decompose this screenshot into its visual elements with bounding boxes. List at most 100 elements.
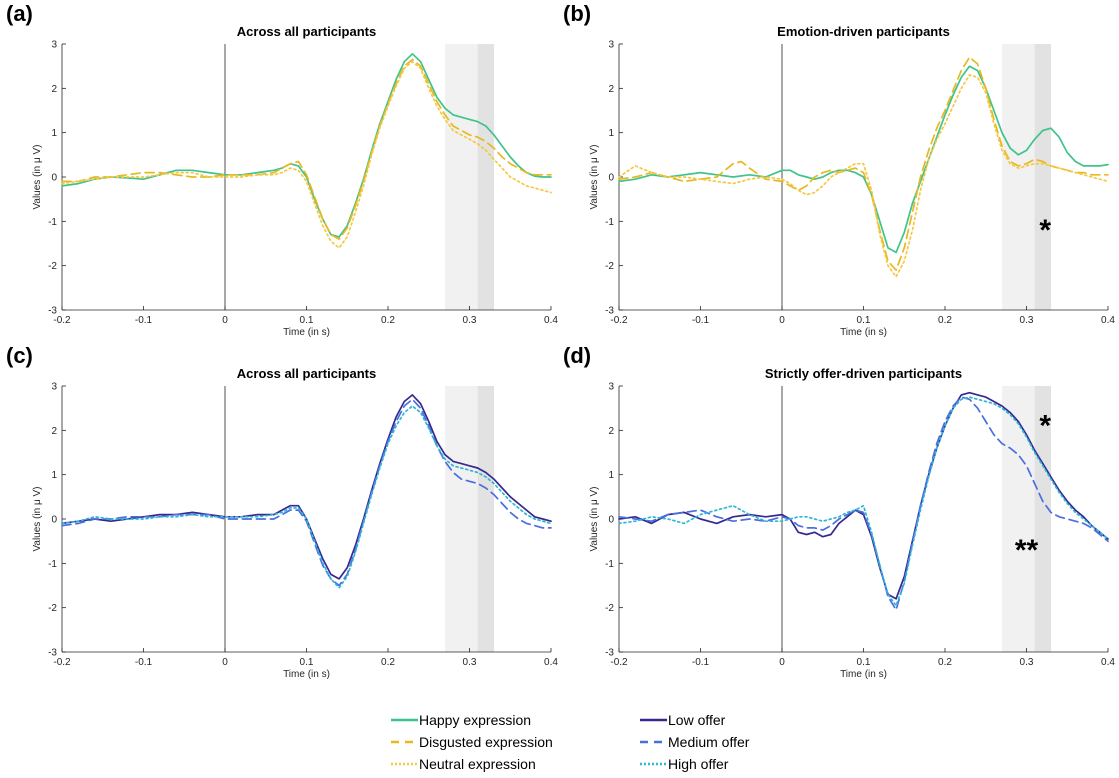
peak-window [1034, 386, 1051, 652]
x-tick-label: -0.1 [135, 657, 153, 668]
x-tick-label: 0.3 [463, 657, 477, 668]
panel-2: -0.2 -0.1 0 0.1 0.2 0.3 0.4 -3 -2 -1 0 1 2 3 Time (in … [6, 343, 558, 680]
x-tick-label: 0.3 [1020, 315, 1034, 326]
panels: -0.2 -0.1 0 0.1 0.2 0.3 0.4 -3 -2 -1 0 1 2 3 Time (in … [6, 1, 1115, 680]
y-tick-label: -1 [605, 217, 614, 228]
x-tick-label: 0.4 [1101, 657, 1115, 668]
legend-label-disgusted: Disgusted expression [419, 734, 553, 750]
x-tick-label: -0.2 [53, 315, 71, 326]
y-tick-label: -3 [48, 648, 57, 659]
x-tick-label: 0.2 [938, 657, 952, 668]
panel-1: -0.2 -0.1 0 0.1 0.2 0.3 0.4 -3 -2 -1 0 1 2 3 Time (in … [563, 1, 1115, 338]
panel-title: Emotion-driven participants [777, 24, 950, 39]
x-tick-label: 0.1 [857, 657, 871, 668]
legend-label-happy: Happy expression [419, 712, 531, 728]
panel-0: -0.2 -0.1 0 0.1 0.2 0.3 0.4 -3 -2 -1 0 1 2 3 Time (in … [6, 1, 558, 338]
panel-title: Across all participants [237, 366, 376, 381]
panel-title: Strictly offer-driven participants [765, 366, 962, 381]
series-line-medium [618, 396, 1109, 611]
significance-marker: * [1039, 214, 1051, 247]
x-axis-label: Time (in s) [840, 327, 887, 338]
x-tick-label: 0.2 [381, 657, 395, 668]
panel-title: Across all participants [237, 24, 376, 39]
panel-label: (d) [563, 343, 591, 368]
peak-window [477, 386, 494, 652]
y-tick-label: 0 [51, 173, 57, 184]
x-tick-label: 0.3 [463, 315, 477, 326]
x-tick-label: 0.1 [300, 315, 314, 326]
x-tick-label: 0 [779, 657, 785, 668]
panel-label: (a) [6, 1, 33, 26]
peak-window [1034, 44, 1051, 310]
significance-marker: ** [1015, 534, 1039, 567]
legend-label-medium: Medium offer [668, 734, 750, 750]
x-tick-label: 0.2 [938, 315, 952, 326]
y-tick-label: 2 [608, 84, 614, 95]
y-axis-label: Values (in μ V) [32, 144, 43, 209]
y-tick-label: 3 [608, 40, 614, 51]
x-tick-label: -0.1 [135, 315, 153, 326]
x-tick-label: 0.3 [1020, 657, 1034, 668]
y-tick-label: 2 [51, 426, 57, 437]
y-tick-label: 1 [51, 470, 57, 481]
legend-label-low: Low offer [668, 712, 726, 728]
series-line-disgusted [618, 56, 1109, 271]
x-tick-label: 0.4 [544, 315, 558, 326]
y-tick-label: 3 [51, 382, 57, 393]
y-tick-label: 3 [608, 382, 614, 393]
y-tick-label: 1 [608, 470, 614, 481]
y-tick-label: -1 [48, 559, 57, 570]
series-line-low [61, 394, 552, 580]
series-line-high [618, 396, 1109, 607]
y-tick-label: 0 [608, 515, 614, 526]
y-tick-label: 2 [608, 426, 614, 437]
legend: Happy expression Disgusted expression Neut… [391, 712, 750, 772]
y-tick-label: -3 [48, 306, 57, 317]
x-tick-label: 0.4 [1101, 315, 1115, 326]
x-tick-label: -0.2 [610, 315, 628, 326]
x-tick-label: 0 [222, 657, 228, 668]
x-tick-label: 0.1 [857, 315, 871, 326]
y-tick-label: -2 [48, 261, 57, 272]
y-tick-label: -3 [605, 306, 614, 317]
panel-label: (c) [6, 343, 33, 368]
legend-label-high: High offer [668, 756, 729, 772]
x-tick-label: 0 [779, 315, 785, 326]
x-axis-label: Time (in s) [283, 327, 330, 338]
x-tick-label: -0.2 [53, 657, 71, 668]
series-line-low [618, 391, 1109, 600]
significance-marker: * [1039, 410, 1051, 443]
y-tick-label: 1 [51, 128, 57, 139]
y-tick-label: -2 [605, 603, 614, 614]
series-line-neutral [61, 60, 552, 249]
y-tick-label: -3 [605, 648, 614, 659]
y-tick-label: 3 [51, 40, 57, 51]
y-axis-label: Values (in μ V) [32, 486, 43, 551]
peak-window [477, 44, 494, 310]
x-tick-label: 0.4 [544, 657, 558, 668]
y-tick-label: 2 [51, 84, 57, 95]
x-tick-label: 0 [222, 315, 228, 326]
y-axis-label: Values (in μ V) [589, 144, 600, 209]
y-tick-label: -1 [48, 217, 57, 228]
x-tick-label: 0.2 [381, 315, 395, 326]
x-tick-label: -0.2 [610, 657, 628, 668]
y-tick-label: -2 [48, 603, 57, 614]
x-axis-label: Time (in s) [840, 669, 887, 680]
y-tick-label: -1 [605, 559, 614, 570]
y-tick-label: 0 [51, 515, 57, 526]
x-tick-label: -0.1 [692, 315, 710, 326]
series-line-disgusted [61, 58, 552, 240]
y-tick-label: 0 [608, 173, 614, 184]
series-line-high [61, 405, 552, 589]
y-tick-label: -2 [605, 261, 614, 272]
x-axis-label: Time (in s) [283, 669, 330, 680]
x-tick-label: -0.1 [692, 657, 710, 668]
x-tick-label: 0.1 [300, 657, 314, 668]
panel-3: -0.2 -0.1 0 0.1 0.2 0.3 0.4 -3 -2 -1 0 1 2 3 Time (in … [563, 343, 1115, 680]
y-tick-label: 1 [608, 128, 614, 139]
series-line-neutral [618, 74, 1109, 278]
series-line-happy [618, 65, 1109, 254]
y-axis-label: Values (in μ V) [589, 486, 600, 551]
